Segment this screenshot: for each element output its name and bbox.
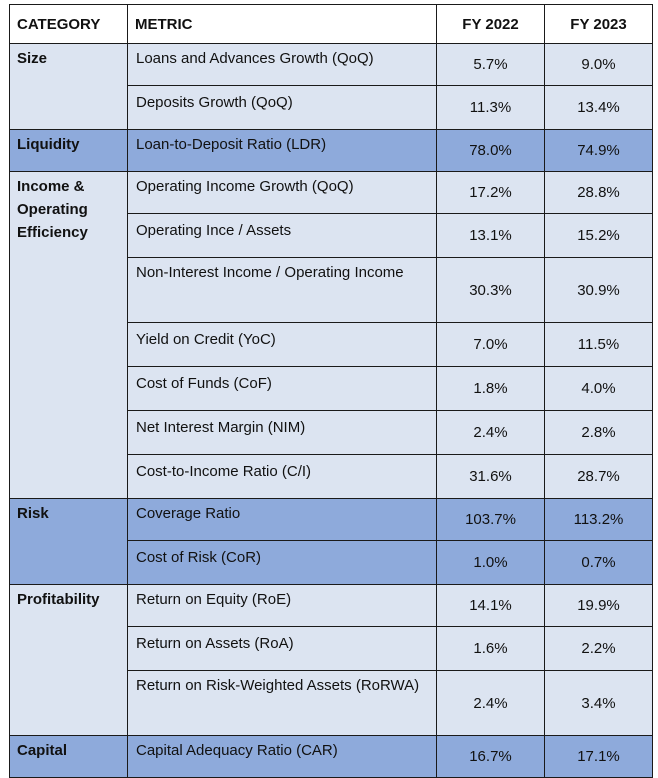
table-row: Deposits Growth (QoQ) 11.3% 13.4% [10, 85, 653, 130]
table-row: Capital Capital Adequacy Ratio (CAR) 16.7%… [9, 735, 653, 778]
table-row: Income & Operating Efficiency Operating I… [9, 171, 653, 499]
value-fy2022-cell: 7.0% [436, 322, 545, 367]
value-fy2022-cell: 11.3% [436, 85, 545, 130]
value-fy2023-cell: 28.8% [544, 171, 653, 214]
metric-cell: Operating Income Growth (QoQ) [127, 171, 437, 214]
value-fy2023-cell: 28.7% [544, 454, 653, 499]
value-fy2023-cell: 13.4% [544, 85, 653, 130]
category-cell: Size [9, 43, 128, 130]
value-fy2023-cell: 9.0% [544, 43, 653, 86]
metric-cell: Loans and Advances Growth (QoQ) [127, 43, 437, 86]
value-fy2022-cell: 30.3% [436, 257, 545, 323]
table-row: Yield on Credit (YoC) 7.0% 11.5% [10, 322, 653, 367]
value-fy2022-cell: 5.7% [436, 43, 545, 86]
category-cell: Profitability [9, 584, 128, 736]
table-row: Net Interest Margin (NIM) 2.4% 2.8% [10, 410, 653, 455]
table-row: Return on Assets (RoA) 1.6% 2.2% [10, 626, 653, 671]
value-fy2023-cell: 19.9% [544, 584, 653, 627]
value-fy2023-cell: 2.2% [544, 626, 653, 671]
metrics-table: CATEGORY METRIC FY 2022 FY 2023 Size Loan… [9, 4, 653, 778]
metric-cell: Loan-to-Deposit Ratio (LDR) [127, 129, 437, 172]
metric-cell: Non-Interest Income / Operating Income [127, 257, 437, 323]
category-cell: Income & Operating Efficiency [9, 171, 128, 499]
value-fy2022-cell: 31.6% [436, 454, 545, 499]
table-row: Size Loans and Advances Growth (QoQ) 5.7% 9… [9, 43, 653, 130]
value-fy2023-cell: 17.1% [544, 735, 653, 778]
value-fy2023-cell: 15.2% [544, 213, 653, 258]
header-category: CATEGORY [9, 4, 128, 44]
table-row: Risk Coverage Ratio 103.7% 113.2% [9, 498, 653, 585]
value-fy2022-cell: 2.4% [436, 670, 545, 736]
metric-cell: Return on Equity (RoE) [127, 584, 437, 627]
value-fy2023-cell: 2.8% [544, 410, 653, 455]
table-row: Cost-to-Income Ratio (C/I) 31.6% 28.7% [10, 454, 653, 499]
metric-cell: Yield on Credit (YoC) [127, 322, 437, 367]
value-fy2022-cell: 13.1% [436, 213, 545, 258]
value-fy2022-cell: 16.7% [436, 735, 545, 778]
value-fy2022-cell: 1.6% [436, 626, 545, 671]
metric-cell: Operating Ince / Assets [127, 213, 437, 258]
value-fy2023-cell: 30.9% [544, 257, 653, 323]
metric-cell: Cost of Risk (CoR) [127, 540, 437, 585]
metric-cell: Return on Risk-Weighted Assets (RoRWA) [127, 670, 437, 736]
header-row: CATEGORY METRIC FY 2022 FY 2023 [9, 4, 653, 44]
metric-cell: Deposits Growth (QoQ) [127, 85, 437, 130]
metric-cell: Capital Adequacy Ratio (CAR) [127, 735, 437, 778]
value-fy2022-cell: 78.0% [436, 129, 545, 172]
value-fy2023-cell: 74.9% [544, 129, 653, 172]
value-fy2022-cell: 2.4% [436, 410, 545, 455]
value-fy2023-cell: 3.4% [544, 670, 653, 736]
table-row: Operating Ince / Assets 13.1% 15.2% [10, 213, 653, 258]
value-fy2022-cell: 17.2% [436, 171, 545, 214]
header-metric: METRIC [127, 4, 437, 44]
value-fy2022-cell: 14.1% [436, 584, 545, 627]
header-fy2022: FY 2022 [436, 4, 545, 44]
table-row: Return on Risk-Weighted Assets (RoRWA) 2.… [10, 670, 653, 736]
metric-cell: Net Interest Margin (NIM) [127, 410, 437, 455]
table-row: Cost of Funds (CoF) 1.8% 4.0% [10, 366, 653, 411]
value-fy2023-cell: 11.5% [544, 322, 653, 367]
metric-cell: Coverage Ratio [127, 498, 437, 541]
table-body: Size Loans and Advances Growth (QoQ) 5.7% 9… [9, 43, 653, 778]
value-fy2022-cell: 103.7% [436, 498, 545, 541]
value-fy2023-cell: 4.0% [544, 366, 653, 411]
table-row: Profitability Return on Equity (RoE) 14.1%… [9, 584, 653, 736]
metric-cell: Return on Assets (RoA) [127, 626, 437, 671]
metric-cell: Cost of Funds (CoF) [127, 366, 437, 411]
table-row: Cost of Risk (CoR) 1.0% 0.7% [10, 540, 653, 585]
category-cell: Risk [9, 498, 128, 585]
table-row: Non-Interest Income / Operating Income 30… [10, 257, 653, 323]
value-fy2023-cell: 0.7% [544, 540, 653, 585]
table-row: Liquidity Loan-to-Deposit Ratio (LDR) 78.0… [9, 129, 653, 172]
value-fy2022-cell: 1.0% [436, 540, 545, 585]
value-fy2023-cell: 113.2% [544, 498, 653, 541]
value-fy2022-cell: 1.8% [436, 366, 545, 411]
metric-cell: Cost-to-Income Ratio (C/I) [127, 454, 437, 499]
category-cell: Liquidity [9, 129, 128, 172]
category-cell: Capital [9, 735, 128, 778]
header-fy2023: FY 2023 [544, 4, 653, 44]
